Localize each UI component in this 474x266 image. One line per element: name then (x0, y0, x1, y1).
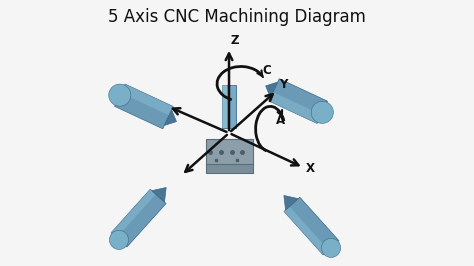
Text: A: A (276, 114, 285, 127)
Text: 5 Axis CNC Machining Diagram: 5 Axis CNC Machining Diagram (108, 8, 366, 26)
FancyBboxPatch shape (222, 85, 227, 128)
Polygon shape (152, 188, 166, 202)
Polygon shape (284, 206, 328, 255)
FancyBboxPatch shape (222, 85, 236, 128)
Polygon shape (111, 189, 156, 238)
Polygon shape (111, 189, 166, 247)
Text: X: X (306, 161, 315, 174)
Polygon shape (164, 110, 176, 126)
Polygon shape (284, 197, 339, 255)
Ellipse shape (311, 101, 333, 123)
Text: Z: Z (230, 34, 239, 47)
Polygon shape (265, 82, 278, 98)
Polygon shape (115, 84, 173, 129)
Polygon shape (269, 92, 321, 123)
FancyBboxPatch shape (206, 164, 253, 173)
Ellipse shape (321, 238, 341, 257)
Ellipse shape (109, 230, 128, 250)
Ellipse shape (109, 84, 131, 106)
Polygon shape (269, 79, 328, 123)
Text: Y: Y (280, 78, 288, 91)
Text: C: C (262, 64, 271, 77)
Polygon shape (121, 84, 173, 115)
Polygon shape (284, 196, 298, 210)
FancyBboxPatch shape (206, 139, 254, 165)
